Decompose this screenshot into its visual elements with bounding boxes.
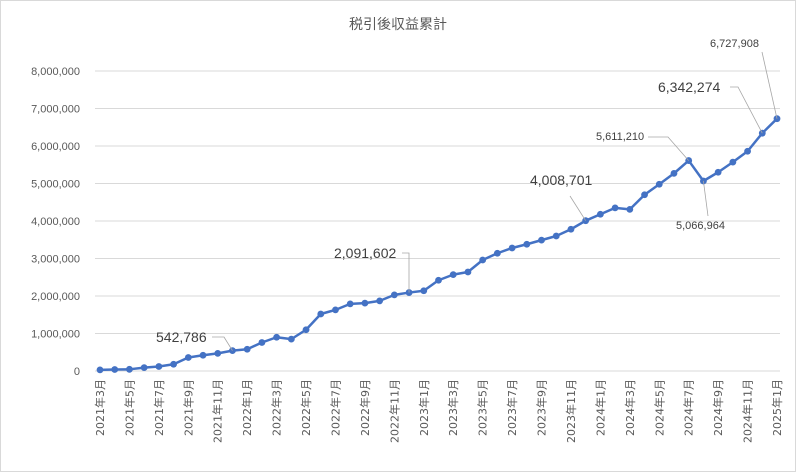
data-point	[641, 191, 648, 199]
data-label: 5,066,964	[676, 220, 725, 232]
annotation-leader	[730, 86, 763, 134]
annotation-leader	[761, 51, 778, 119]
data-point	[390, 291, 398, 299]
data-point	[199, 351, 207, 359]
x-tick-label: 2025年1月	[770, 379, 784, 436]
data-point	[332, 306, 339, 314]
data-point	[493, 249, 501, 257]
x-tick-label: 2022年3月	[270, 379, 284, 436]
data-point	[229, 347, 236, 355]
data-point	[243, 345, 251, 353]
data-point	[214, 349, 222, 357]
data-point	[170, 360, 177, 368]
data-point	[626, 205, 634, 213]
y-tick-label: 4,000,000	[31, 216, 80, 228]
x-tick-label: 2021年3月	[93, 379, 107, 436]
x-tick-label: 2023年7月	[505, 379, 519, 436]
data-point	[552, 232, 560, 240]
y-tick-label: 0	[74, 366, 80, 378]
x-tick-label: 2023年1月	[417, 379, 431, 436]
annotation-leader	[569, 195, 587, 221]
x-tick-label: 2021年5月	[122, 379, 136, 436]
data-point	[302, 326, 310, 334]
data-label: 6,342,274	[658, 79, 720, 95]
y-tick-label: 1,000,000	[31, 329, 80, 341]
data-point	[714, 168, 722, 176]
data-point	[744, 147, 751, 155]
x-tick-label: 2024年3月	[623, 379, 637, 436]
data-point	[508, 244, 516, 252]
chart-title: 税引後収益累計	[349, 17, 447, 33]
data-point	[346, 300, 354, 308]
data-label: 4,008,701	[530, 172, 592, 188]
data-point	[273, 333, 281, 341]
x-tick-label: 2022年7月	[328, 379, 342, 436]
data-point	[611, 204, 619, 212]
x-tick-label: 2023年3月	[446, 379, 460, 436]
data-point	[655, 180, 663, 188]
x-tick-label: 2024年7月	[682, 379, 696, 436]
x-tick-label: 2021年7月	[152, 379, 166, 436]
data-label: 2,091,602	[334, 245, 396, 261]
data-point	[567, 225, 575, 233]
x-tick-label: 2022年5月	[299, 379, 313, 436]
data-point	[361, 299, 369, 307]
data-point	[479, 256, 487, 264]
data-point	[464, 268, 472, 276]
data-point	[140, 364, 148, 372]
x-tick-label: 2023年5月	[476, 379, 490, 436]
y-tick-label: 2,000,000	[31, 291, 80, 303]
data-point	[449, 271, 457, 279]
x-tick-label: 2024年11月	[741, 379, 755, 443]
annotation-leader	[212, 336, 233, 351]
data-point	[184, 354, 192, 361]
data-point	[420, 287, 428, 295]
data-point	[729, 158, 737, 166]
data-point	[111, 366, 119, 373]
y-tick-label: 5,000,000	[31, 179, 80, 191]
data-point	[435, 276, 442, 284]
data-point	[155, 363, 163, 370]
data-point	[126, 365, 133, 373]
x-tick-label: 2023年11月	[564, 379, 578, 443]
x-tick-label: 2024年1月	[593, 379, 607, 436]
x-tick-label: 2021年11月	[211, 379, 225, 443]
x-tick-label: 2024年9月	[711, 379, 725, 436]
annotation-leader	[402, 252, 410, 293]
data-point	[96, 366, 104, 374]
y-tick-label: 3,000,000	[31, 254, 80, 266]
data-point	[670, 169, 678, 177]
annotation-leader	[703, 180, 709, 217]
data-point	[258, 339, 266, 346]
data-point	[523, 240, 531, 248]
x-tick-label: 2021年9月	[181, 379, 195, 436]
x-tick-label: 2024年5月	[652, 379, 666, 436]
annotation-leader	[648, 136, 689, 161]
y-tick-label: 6,000,000	[31, 141, 80, 153]
data-point	[538, 236, 545, 244]
x-tick-label: 2022年9月	[358, 379, 372, 436]
data-point	[376, 297, 384, 305]
y-tick-label: 7,000,000	[31, 104, 80, 116]
x-tick-label: 2022年1月	[240, 379, 254, 436]
data-label: 5,611,210	[596, 131, 644, 143]
data-label: 542,786	[156, 329, 207, 345]
data-label: 6,727,908	[710, 38, 759, 50]
x-tick-label: 2022年11月	[387, 379, 401, 443]
data-point	[287, 335, 295, 343]
x-tick-label: 2023年9月	[535, 379, 549, 436]
y-tick-label: 8,000,000	[31, 66, 80, 78]
data-point	[317, 310, 325, 318]
data-point	[758, 129, 766, 137]
data-point	[596, 210, 604, 218]
